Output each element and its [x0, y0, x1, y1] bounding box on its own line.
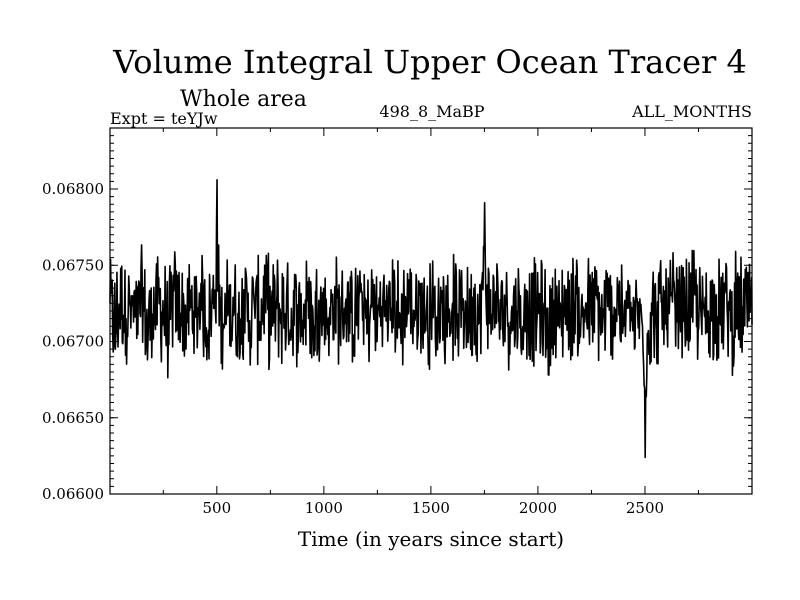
chart-title: Volume Integral Upper Ocean Tracer 4: [112, 43, 747, 81]
series-line: [109, 179, 753, 459]
y-tick-label: 0.06600: [42, 485, 104, 503]
tick-layer: 500 1000 1500 2000 2500 0.06600 0.06650 0.06700…: [42, 127, 752, 517]
y-tick-label: 0.06650: [42, 409, 104, 427]
y-tick-label: 0.06800: [42, 180, 104, 198]
x-axis-label: Time (in years since start): [298, 527, 564, 551]
x-tick-label: 1500: [412, 499, 450, 517]
y-tick-label: 0.06750: [42, 256, 104, 274]
x-tick-label: 500: [203, 499, 232, 517]
x-tick-label: 2500: [626, 499, 664, 517]
months-label: ALL_MONTHS: [631, 102, 752, 121]
y-tick-label: 0.06700: [42, 333, 104, 351]
run-label: 498_8_MaBP: [379, 102, 484, 121]
chart-subtitle: Whole area: [180, 87, 307, 112]
x-tick-label: 2000: [519, 499, 557, 517]
plot-frame: [109, 127, 753, 495]
experiment-label: Expt = teYJw: [110, 109, 218, 128]
series-layer: [109, 179, 753, 459]
x-tick-label: 1000: [305, 499, 343, 517]
